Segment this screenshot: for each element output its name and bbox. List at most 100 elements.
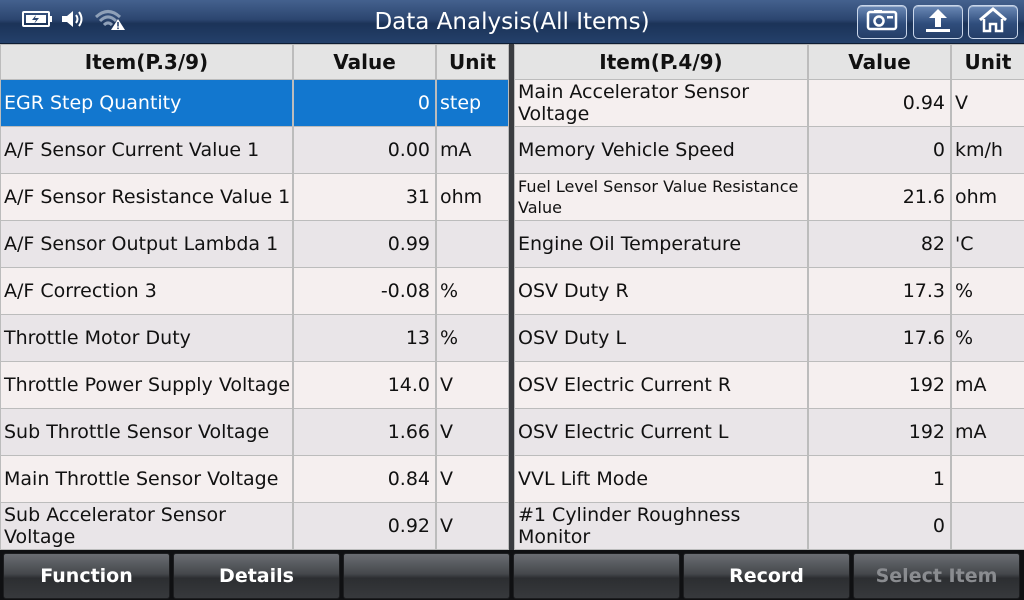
item-name-cell: #1 Cylinder Roughness Monitor (515, 503, 807, 549)
empty-button-3[interactable] (343, 553, 510, 599)
item-value-cell: 1 (809, 456, 950, 502)
item-value-cell: 17.3 (809, 268, 950, 314)
home-icon (978, 7, 1008, 37)
item-unit-cell (437, 221, 508, 267)
details-button[interactable]: Details (173, 553, 340, 599)
column-header-unit[interactable]: Unit (952, 45, 1024, 79)
item-name-cell: Main Accelerator Sensor Voltage (515, 80, 807, 126)
column-header-value[interactable]: Value (809, 45, 950, 79)
table-row[interactable]: Sub Accelerator Sensor Voltage 0.92 V (0, 503, 509, 549)
item-name-cell: A/F Sensor Current Value 1 (1, 127, 292, 173)
battery-icon (22, 10, 54, 32)
item-unit-cell: mA (952, 409, 1024, 455)
item-name-cell: Memory Vehicle Speed (515, 127, 807, 173)
status-icons (22, 8, 126, 34)
item-unit-cell: ohm (437, 174, 508, 220)
right-data-table: Item(P.4/9) Value Unit Main Accelerator … (514, 44, 1024, 550)
item-name-cell: A/F Correction 3 (1, 268, 292, 314)
item-unit-cell: ohm (952, 174, 1024, 220)
item-value-cell: 0 (294, 80, 435, 126)
item-name-cell: OSV Electric Current R (515, 362, 807, 408)
record-button[interactable]: Record (683, 553, 850, 599)
column-header-value[interactable]: Value (294, 45, 435, 79)
back-button[interactable] (913, 5, 963, 39)
table-row[interactable]: #1 Cylinder Roughness Monitor 0 (514, 503, 1024, 549)
item-name-cell: OSV Duty L (515, 315, 807, 361)
item-name-cell: Engine Oil Temperature (515, 221, 807, 267)
item-unit-cell: % (952, 268, 1024, 314)
column-header-unit[interactable]: Unit (437, 45, 508, 79)
title-bar: Data Analysis(All Items) (0, 0, 1024, 44)
item-name-cell: A/F Sensor Output Lambda 1 (1, 221, 292, 267)
table-row[interactable]: A/F Sensor Resistance Value 1 31 ohm (0, 174, 509, 220)
item-name-cell: VVL Lift Mode (515, 456, 807, 502)
item-name-cell: Sub Accelerator Sensor Voltage (1, 503, 292, 549)
table-row[interactable]: Memory Vehicle Speed 0 km/h (514, 127, 1024, 173)
item-name-cell: Throttle Motor Duty (1, 315, 292, 361)
column-header-item[interactable]: Item(P.4/9) (515, 45, 807, 79)
function-button[interactable]: Function (3, 553, 170, 599)
table-divider (509, 44, 514, 550)
item-value-cell: 192 (809, 362, 950, 408)
item-unit-cell (952, 456, 1024, 502)
item-value-cell: -0.08 (294, 268, 435, 314)
item-name-cell: OSV Electric Current L (515, 409, 807, 455)
table-row[interactable]: OSV Duty R 17.3% (514, 268, 1024, 314)
table-row[interactable]: OSV Electric Current R 192 mA (514, 362, 1024, 408)
item-value-cell: 82 (809, 221, 950, 267)
table-row[interactable]: OSV Duty L 17.6% (514, 315, 1024, 361)
left-data-table: Item(P.3/9) Value Unit EGR Step Quantity… (0, 44, 509, 550)
back-icon (923, 7, 953, 37)
screenshot-button[interactable] (857, 5, 907, 39)
empty-button-4[interactable] (513, 553, 680, 599)
item-unit-cell: % (437, 315, 508, 361)
speaker-icon (60, 8, 88, 34)
table-row[interactable]: Main Accelerator Sensor Voltage 0.94 V (514, 80, 1024, 126)
table-row[interactable]: Fuel Level Sensor Value Resistance Value… (514, 174, 1024, 220)
table-row[interactable]: EGR Step Quantity 0 step (0, 80, 509, 126)
item-unit-cell: % (437, 268, 508, 314)
item-name-cell: Sub Throttle Sensor Voltage (1, 409, 292, 455)
item-unit-cell: V (437, 362, 508, 408)
item-name-cell: OSV Duty R (515, 268, 807, 314)
table-row[interactable]: Throttle Motor Duty 13% (0, 315, 509, 361)
table-row[interactable]: Sub Throttle Sensor Voltage 1.66 V (0, 409, 509, 455)
item-unit-cell: V (952, 80, 1024, 126)
item-name-cell: EGR Step Quantity (1, 80, 292, 126)
item-name-cell: Main Throttle Sensor Voltage (1, 456, 292, 502)
table-row[interactable]: A/F Sensor Output Lambda 1 0.99 (0, 221, 509, 267)
item-value-cell: 17.6 (809, 315, 950, 361)
item-value-cell: 31 (294, 174, 435, 220)
table-row[interactable]: OSV Electric Current L 192 mA (514, 409, 1024, 455)
wifi-warning-icon (94, 7, 126, 35)
item-unit-cell: V (437, 409, 508, 455)
page-title: Data Analysis(All Items) (374, 9, 650, 35)
table-row[interactable]: A/F Sensor Current Value 1 0.00 mA (0, 127, 509, 173)
item-unit-cell: mA (952, 362, 1024, 408)
item-value-cell: 0 (809, 127, 950, 173)
item-unit-cell: step (437, 80, 508, 126)
item-name-cell: Fuel Level Sensor Value Resistance Value (515, 174, 807, 220)
item-unit-cell: V (437, 503, 508, 549)
item-unit-cell: mA (437, 127, 508, 173)
select-item-button[interactable]: Select Item (853, 553, 1020, 599)
item-value-cell: 1.66 (294, 409, 435, 455)
item-unit-cell: V (437, 456, 508, 502)
table-row[interactable]: VVL Lift Mode 1 (514, 456, 1024, 502)
item-value-cell: 14.0 (294, 362, 435, 408)
table-row[interactable]: Main Throttle Sensor Voltage 0.84 V (0, 456, 509, 502)
item-unit-cell: km/h (952, 127, 1024, 173)
table-row[interactable]: Engine Oil Temperature 82 'C (514, 221, 1024, 267)
item-name-cell: Throttle Power Supply Voltage (1, 362, 292, 408)
function-bar: Function Details Record Select Item (0, 550, 1024, 600)
table-row[interactable]: Throttle Power Supply Voltage 14.0 V (0, 362, 509, 408)
item-value-cell: 0.94 (809, 80, 950, 126)
column-header-item[interactable]: Item(P.3/9) (1, 45, 292, 79)
table-row[interactable]: A/F Correction 3 -0.08% (0, 268, 509, 314)
item-unit-cell: 'C (952, 221, 1024, 267)
item-value-cell: 21.6 (809, 174, 950, 220)
item-unit-cell (952, 503, 1024, 549)
screenshot-icon (866, 9, 898, 35)
home-button[interactable] (968, 5, 1018, 39)
item-value-cell: 192 (809, 409, 950, 455)
